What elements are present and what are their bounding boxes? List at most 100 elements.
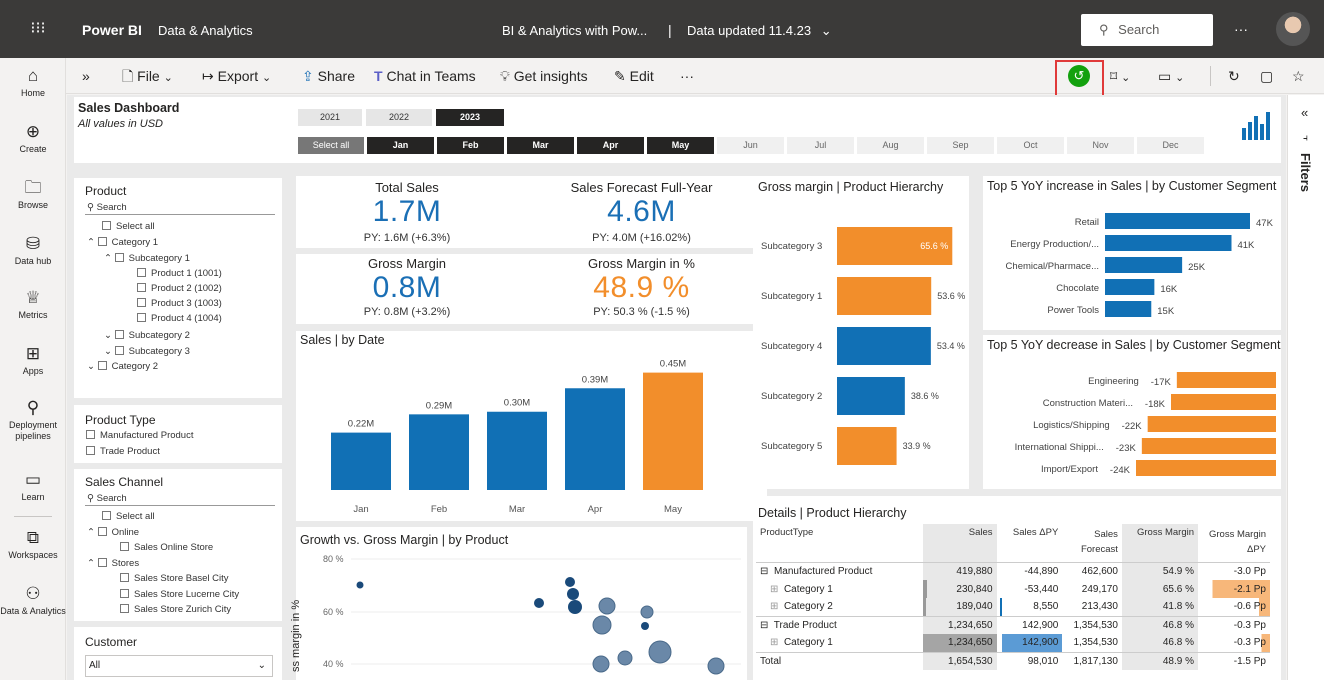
checkbox[interactable] <box>102 221 111 230</box>
filters-pane[interactable]: « ⫞ Filters <box>1287 95 1324 680</box>
decrease-bar[interactable] <box>1147 416 1276 432</box>
expand-icon[interactable]: ⊞ <box>770 637 779 649</box>
slicer-item[interactable]: Sales Store Lucerne City <box>120 589 239 600</box>
app-name[interactable]: Power BI <box>82 22 142 38</box>
scatter-point[interactable] <box>534 598 544 608</box>
checkbox[interactable] <box>120 542 129 551</box>
chevron-down-icon[interactable]: ⌄ <box>87 361 95 372</box>
checkbox[interactable] <box>86 446 95 455</box>
decrease-bar[interactable] <box>1136 460 1276 476</box>
table-row[interactable]: ⊞ Category 2 189,040 8,550 213,430 41.8 … <box>756 598 1270 616</box>
table-row[interactable]: ⊟ Trade Product 1,234,650 142,900 1,354,… <box>756 616 1270 634</box>
top5-decrease-chart[interactable]: -17K Engineering -18K Construction Materi..… <box>983 360 1281 486</box>
chevron-up-icon[interactable]: ⌃ <box>104 253 112 264</box>
slicer-item[interactable]: Trade Product <box>86 446 160 457</box>
month-aug[interactable]: Aug <box>857 137 924 154</box>
favorite-button[interactable]: ☆ <box>1292 58 1305 94</box>
checkbox[interactable] <box>137 313 146 322</box>
scatter-point[interactable] <box>640 605 654 619</box>
month-apr[interactable]: Apr <box>577 137 644 154</box>
expand-icon[interactable]: ⊞ <box>770 601 779 613</box>
customer-dropdown[interactable]: All ⌄ <box>85 655 273 677</box>
slicer-item[interactable]: Product 2 (1002) <box>137 283 222 294</box>
scatter-point[interactable] <box>648 640 672 664</box>
sales-bar[interactable] <box>331 432 391 490</box>
get-insights-button[interactable]: 💡︎ Get insights <box>500 58 588 94</box>
increase-bar[interactable] <box>1105 257 1183 273</box>
table-row[interactable]: ⊞ Category 1 1,234,650 142,900 1,354,530… <box>756 634 1270 652</box>
column-header[interactable]: Sales ΔPY <box>1012 527 1059 538</box>
month-mar[interactable]: Mar <box>507 137 574 154</box>
nav-apps[interactable]: ⊞ Apps <box>0 344 66 376</box>
report-title[interactable]: BI & Analytics with Pow... <box>502 23 648 38</box>
nav-workspaces[interactable]: ⧉ Workspaces <box>0 528 66 560</box>
decrease-bar[interactable] <box>1141 438 1276 454</box>
year-2022[interactable]: 2022 <box>366 109 432 126</box>
checkbox[interactable] <box>97 237 107 246</box>
checkbox[interactable] <box>114 330 124 339</box>
slicer-item[interactable]: Sales Store Basel City <box>120 573 229 584</box>
column-header[interactable]: ProductType <box>760 527 814 538</box>
edit-button[interactable]: ✎ Edit <box>614 58 654 94</box>
product-search[interactable]: ⚲ Search <box>87 202 127 213</box>
checkbox[interactable] <box>86 430 95 439</box>
bookmark-button[interactable]: ⌑ ⌄ <box>1110 58 1130 94</box>
expand-button[interactable]: » <box>82 68 90 84</box>
filter-toggle-icon[interactable]: ⫞ <box>1303 133 1308 144</box>
column-header[interactable]: Gross Margin ΔPY <box>1208 529 1266 555</box>
slicer-item[interactable]: Manufactured Product <box>86 430 193 441</box>
slicer-item[interactable]: Sales Store Zurich City <box>120 604 231 615</box>
column-header[interactable]: Sales <box>922 524 997 562</box>
slicer-item[interactable]: Sales Online Store <box>120 542 213 553</box>
avatar[interactable] <box>1276 12 1310 46</box>
increase-bar[interactable] <box>1105 301 1152 317</box>
scatter-point[interactable] <box>598 597 616 615</box>
table-row[interactable]: ⊞ Category 1 230,840 -53,440 249,170 65.… <box>756 580 1270 598</box>
month-oct[interactable]: Oct <box>997 137 1064 154</box>
increase-bar[interactable] <box>1105 235 1232 251</box>
expand-icon[interactable]: ⊞ <box>770 583 779 595</box>
nav-browse[interactable]: 🗀 Browse <box>0 178 66 210</box>
checkbox[interactable] <box>102 511 111 520</box>
increase-bar[interactable] <box>1105 213 1250 229</box>
checkbox[interactable] <box>120 589 129 598</box>
month-select-all[interactable]: Select all <box>298 137 364 154</box>
sales-channel-search[interactable]: ⚲ Search <box>87 493 127 504</box>
increase-bar[interactable] <box>1105 279 1155 295</box>
sales-bar[interactable] <box>487 411 547 490</box>
nav-home[interactable]: ⌂ Home <box>0 66 66 98</box>
chevron-up-icon[interactable]: ⌃ <box>87 558 95 569</box>
column-header[interactable]: Sales Forecast <box>1080 529 1118 555</box>
nav-metrics[interactable]: ♕ Metrics <box>0 288 66 320</box>
scatter-point[interactable] <box>592 655 610 673</box>
slicer-item[interactable]: Product 3 (1003) <box>137 298 222 309</box>
data-updated-dropdown[interactable]: Data updated 11.4.23 ⌄ <box>687 23 832 39</box>
checkbox[interactable] <box>137 298 146 307</box>
scatter-point[interactable] <box>592 615 612 635</box>
slicer-item[interactable]: ⌃ Category 1 <box>87 237 158 248</box>
gm-bar[interactable] <box>837 327 931 365</box>
month-feb[interactable]: Feb <box>437 137 504 154</box>
sales-by-date-chart[interactable]: 0.22M Jan 0.29M Feb 0.30M Mar 0.39M Apr 0.45M May <box>296 350 767 520</box>
chevron-up-icon[interactable]: ⌃ <box>87 237 95 248</box>
view-button[interactable]: ▭ ⌄ <box>1158 58 1184 94</box>
checkbox[interactable] <box>114 253 124 262</box>
sales-bar[interactable] <box>565 388 625 490</box>
slicer-item[interactable]: ⌄ Subcategory 3 <box>104 346 190 357</box>
workspace-name[interactable]: Data & Analytics <box>158 23 253 38</box>
checkbox[interactable] <box>97 527 107 536</box>
month-nov[interactable]: Nov <box>1067 137 1134 154</box>
gm-bar[interactable] <box>837 377 905 415</box>
nav-create[interactable]: ⊕ Create <box>0 122 66 154</box>
gm-bar[interactable] <box>837 227 953 265</box>
nav-data-analytics[interactable]: ⚇ Data & Analytics <box>0 584 66 617</box>
scatter-point[interactable] <box>568 600 582 614</box>
chevron-down-icon[interactable]: ⌄ <box>104 330 112 341</box>
month-jul[interactable]: Jul <box>787 137 854 154</box>
decrease-bar[interactable] <box>1171 394 1276 410</box>
scatter-point[interactable] <box>617 650 633 666</box>
scatter-point[interactable] <box>356 581 364 589</box>
nav-data-hub[interactable]: ⛁ Data hub <box>0 234 66 266</box>
file-menu[interactable]: 🗋 File ⌄ <box>122 58 173 94</box>
gm-bar[interactable] <box>837 427 897 465</box>
